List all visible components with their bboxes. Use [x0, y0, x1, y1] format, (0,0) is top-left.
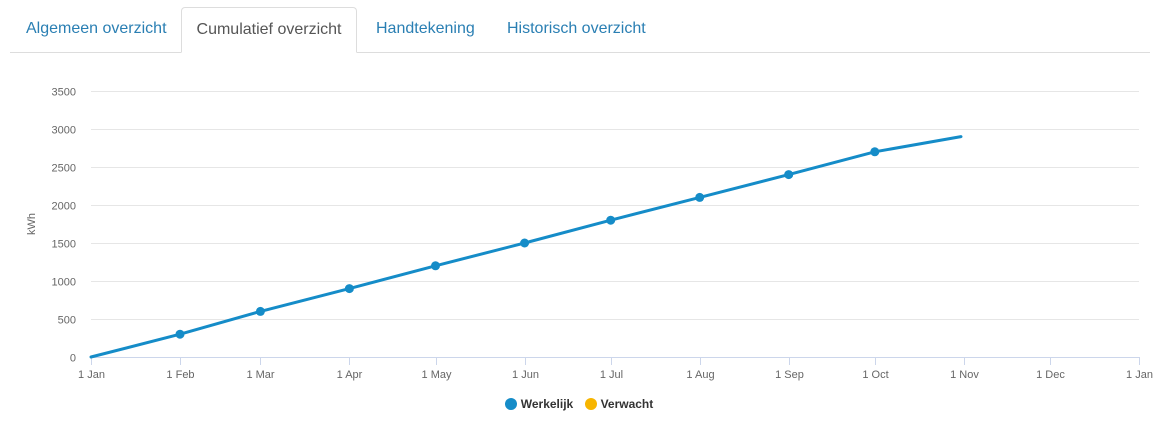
data-point[interactable]: [695, 192, 705, 202]
y-tick-label: 1000: [52, 277, 76, 289]
x-tick-label: 1 Jan: [78, 369, 105, 381]
x-tick-label: 1 Sep: [775, 369, 804, 381]
data-point[interactable]: [520, 238, 530, 248]
x-tick-label: 1 Jul: [600, 369, 623, 381]
y-tick-label: 500: [58, 315, 76, 327]
x-tick-label: 1 Apr: [337, 369, 363, 381]
tab-historisch-overzicht[interactable]: Historisch overzicht: [507, 20, 646, 37]
legend-label-werkelijk: Werkelijk: [520, 397, 574, 411]
chart-legend: Werkelijk Verwacht: [0, 397, 1158, 411]
data-point[interactable]: [175, 329, 185, 339]
y-tick-label: 1500: [52, 239, 76, 251]
data-point[interactable]: [870, 147, 880, 157]
axes: 0 500 1000 1500 2000 2500 3000 3500 1 Jan 1 Feb 1 …: [52, 87, 1153, 382]
data-point[interactable]: [784, 170, 794, 180]
y-axis-label: kWh: [26, 213, 38, 235]
x-tick-label: 1 Nov: [950, 369, 979, 381]
x-tick-label: 1 Oct: [862, 369, 888, 381]
x-tick-label: 1 Jun: [512, 369, 539, 381]
x-tick-label: 1 Jan: [1126, 369, 1153, 381]
legend-item-werkelijk[interactable]: Werkelijk: [504, 397, 574, 411]
legend-label-verwacht: Verwacht: [600, 397, 654, 411]
series: [89, 135, 963, 359]
legend-marker-werkelijk: [504, 398, 517, 410]
y-tick-label: 0: [70, 353, 76, 365]
data-point[interactable]: [606, 215, 616, 225]
data-point[interactable]: [255, 306, 265, 316]
legend-item-verwacht[interactable]: Verwacht: [584, 397, 654, 411]
y-tick-label: 2000: [52, 201, 76, 213]
x-tick-label: 1 Feb: [166, 369, 194, 381]
x-tick-label: 1 Mar: [246, 369, 274, 381]
grid-lines: [91, 91, 1139, 320]
x-tick-label: 1 May: [422, 369, 452, 381]
tab-algemeen-overzicht[interactable]: Algemeen overzicht: [26, 20, 167, 37]
y-tick-label: 2500: [52, 163, 76, 175]
data-point[interactable]: [431, 261, 440, 271]
y-tick-label: 3000: [52, 125, 76, 137]
tab-handtekening[interactable]: Handtekening: [376, 20, 475, 37]
y-tick-label: 3500: [52, 87, 76, 99]
tab-cumulatief-overzicht[interactable]: Cumulatief overzicht: [181, 7, 357, 53]
legend-marker-verwacht: [584, 398, 597, 410]
data-point[interactable]: [344, 284, 354, 294]
x-tick-label: 1 Dec: [1036, 369, 1065, 381]
tab-bar: Algemeen overzicht Cumulatief overzicht …: [10, 0, 1150, 53]
x-tick-label: 1 Aug: [686, 369, 714, 381]
